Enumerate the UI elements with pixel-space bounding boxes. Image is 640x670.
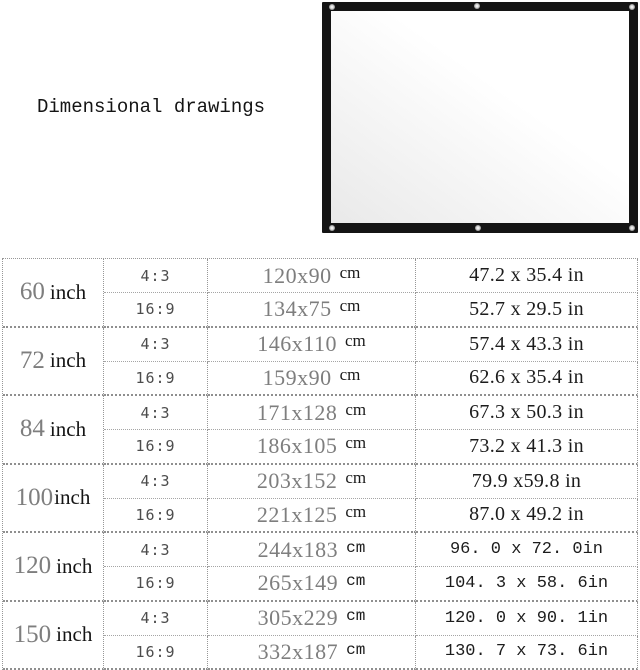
grommet-icon (474, 3, 480, 9)
cm-value: 120x90 (263, 263, 332, 289)
size-unit: inch (50, 348, 86, 373)
cm-unit: cm (340, 365, 361, 385)
size-value: 120 (14, 552, 52, 580)
page-title: Dimensional drawings (37, 96, 265, 118)
dimensions-table: 60 inch 4:3 120x90 cm 47.2 x 35.4 in 16:… (2, 258, 638, 670)
aspect-ratio-cell: 16:9 (104, 567, 208, 601)
cm-dimensions-cell: 186x105 cm (208, 430, 416, 464)
size-value: 84 (20, 415, 45, 443)
size-unit: inch (50, 280, 86, 305)
size-value: 100 (16, 484, 54, 512)
grommet-icon (329, 225, 335, 231)
aspect-ratio-cell: 16:9 (104, 293, 208, 327)
size-cell: 60 inch (3, 259, 104, 328)
cm-dimensions-cell: 244x183 cm (208, 533, 416, 567)
size-unit: inch (50, 417, 86, 442)
cm-dimensions-cell: 332x187 cm (208, 636, 416, 670)
grommet-icon (329, 4, 335, 10)
cm-unit: cm (345, 502, 366, 522)
size-value: 72 (20, 347, 45, 375)
cm-value: 332x187 (258, 639, 339, 665)
cm-unit: cm (346, 641, 365, 659)
cm-unit: cm (340, 296, 361, 316)
inch-dimensions-cell: 73.2 x 41.3 in (416, 430, 638, 464)
cm-value: 203x152 (257, 468, 338, 494)
aspect-ratio-cell: 16:9 (104, 499, 208, 533)
cm-value: 171x128 (257, 400, 338, 426)
cm-value: 186x105 (257, 433, 338, 459)
grommet-icon (629, 4, 635, 10)
cm-dimensions-cell: 203x152 cm (208, 465, 416, 499)
aspect-ratio-cell: 16:9 (104, 362, 208, 396)
size-unit: inch (56, 622, 92, 647)
aspect-ratio-cell: 4:3 (104, 396, 208, 430)
inch-dimensions-cell: 52.7 x 29.5 in (416, 293, 638, 327)
grommet-icon (475, 225, 481, 231)
inch-dimensions-cell: 67.3 x 50.3 in (416, 396, 638, 430)
cm-unit: cm (340, 263, 361, 283)
inch-dimensions-cell: 104. 3 x 58. 6in (416, 567, 638, 601)
size-cell: 150 inch (3, 602, 104, 670)
inch-dimensions-cell: 87.0 x 49.2 in (416, 499, 638, 533)
cm-value: 244x183 (258, 537, 339, 563)
cm-dimensions-cell: 305x229 cm (208, 602, 416, 636)
inch-dimensions-cell: 47.2 x 35.4 in (416, 259, 638, 293)
cm-value: 146x110 (257, 331, 337, 357)
size-cell: 72 inch (3, 328, 104, 397)
size-cell: 100 inch (3, 465, 104, 534)
cm-dimensions-cell: 120x90 cm (208, 259, 416, 293)
inch-dimensions-cell: 120. 0 x 90. 1in (416, 602, 638, 636)
size-value: 150 (14, 621, 52, 649)
aspect-ratio-cell: 4:3 (104, 602, 208, 636)
aspect-ratio-cell: 4:3 (104, 533, 208, 567)
inch-dimensions-cell: 57.4 x 43.3 in (416, 328, 638, 362)
cm-unit: cm (345, 433, 366, 453)
cm-dimensions-cell: 221x125 cm (208, 499, 416, 533)
inch-dimensions-cell: 96. 0 x 72. 0in (416, 533, 638, 567)
cm-dimensions-cell: 265x149 cm (208, 567, 416, 601)
inch-dimensions-cell: 79.9 x59.8 in (416, 465, 638, 499)
aspect-ratio-cell: 4:3 (104, 328, 208, 362)
cm-value: 134x75 (263, 296, 332, 322)
cm-value: 159x90 (263, 365, 332, 391)
cm-value: 221x125 (257, 502, 338, 528)
aspect-ratio-cell: 16:9 (104, 430, 208, 464)
cm-dimensions-cell: 159x90 cm (208, 362, 416, 396)
size-value: 60 (20, 278, 45, 306)
cm-unit: cm (345, 331, 366, 351)
cm-unit: cm (346, 539, 365, 557)
aspect-ratio-cell: 16:9 (104, 636, 208, 670)
cm-value: 305x229 (258, 605, 339, 631)
projector-screen-photo (322, 2, 638, 233)
aspect-ratio-cell: 4:3 (104, 465, 208, 499)
inch-dimensions-cell: 62.6 x 35.4 in (416, 362, 638, 396)
cm-dimensions-cell: 146x110 cm (208, 328, 416, 362)
cm-value: 265x149 (258, 570, 339, 596)
size-unit: inch (54, 485, 90, 510)
size-cell: 120 inch (3, 533, 104, 602)
size-unit: inch (56, 554, 92, 579)
aspect-ratio-cell: 4:3 (104, 259, 208, 293)
cm-unit: cm (346, 607, 365, 625)
inch-dimensions-cell: 130. 7 x 73. 6in (416, 636, 638, 670)
cm-dimensions-cell: 171x128 cm (208, 396, 416, 430)
screen-surface (331, 11, 629, 223)
size-cell: 84 inch (3, 396, 104, 465)
grommet-icon (629, 225, 635, 231)
cm-unit: cm (345, 468, 366, 488)
cm-unit: cm (346, 572, 365, 590)
cm-unit: cm (345, 400, 366, 420)
cm-dimensions-cell: 134x75 cm (208, 293, 416, 327)
